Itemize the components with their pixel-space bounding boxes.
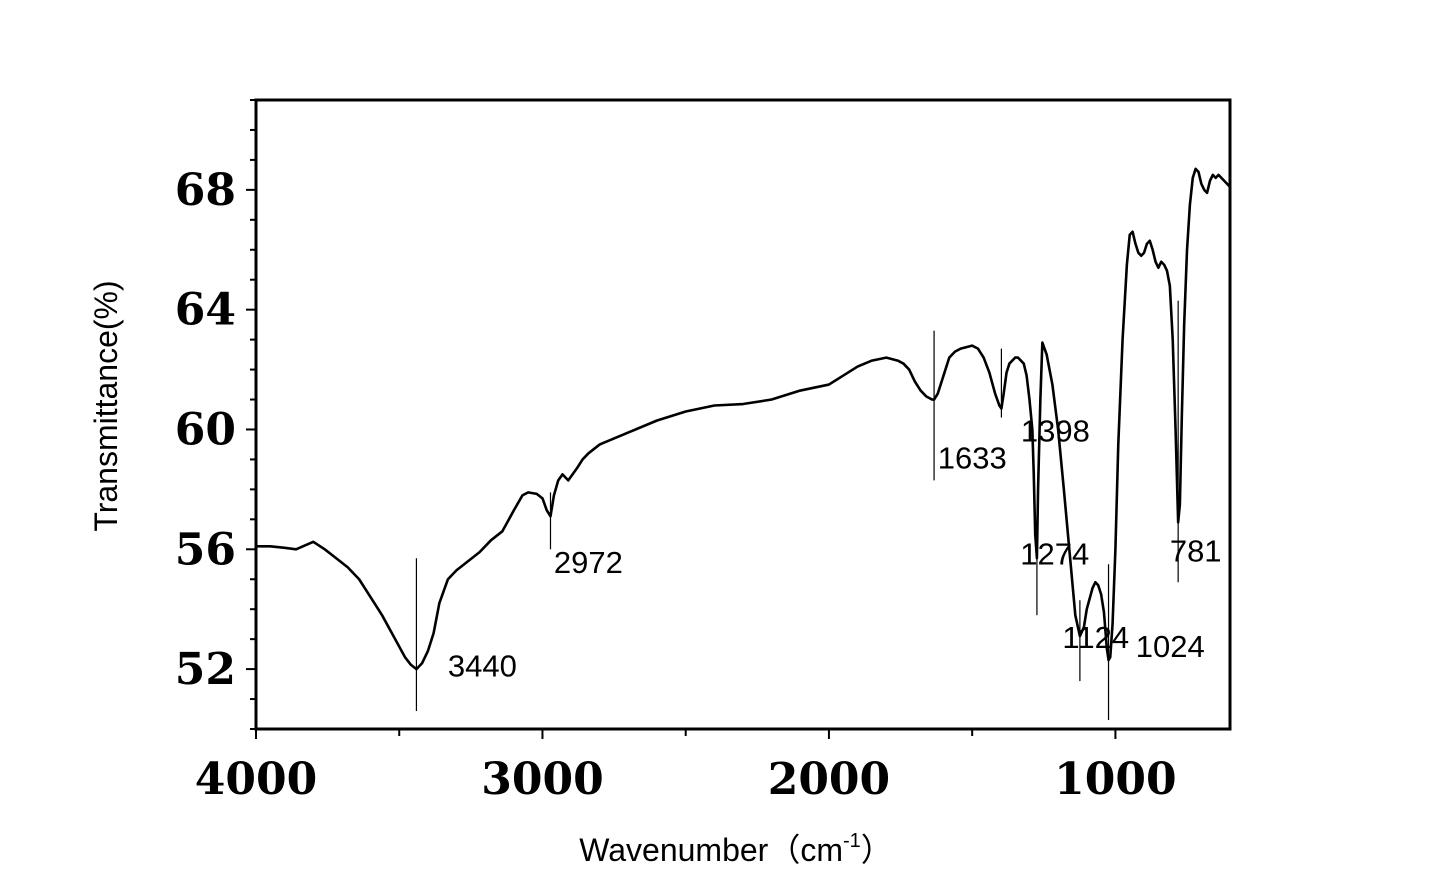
- x-tick-label: 1000: [1054, 754, 1176, 805]
- peak-label-1124: 1124: [1062, 620, 1129, 655]
- x-axis-title: Wavenumber（cm-1）: [579, 830, 893, 868]
- x-axis-title-superscript: -1: [843, 830, 861, 852]
- peak-label-3440: 3440: [448, 649, 517, 684]
- plot-frame: [254, 98, 1232, 731]
- y-tick-label: 64: [175, 285, 236, 336]
- y-tick-label: 68: [175, 165, 236, 216]
- peak-label-1398: 1398: [1021, 413, 1090, 448]
- plot-area: [254, 98, 1232, 731]
- x-tick-label: 4000: [195, 754, 317, 805]
- y-tick-label: 56: [175, 524, 236, 575]
- x-axis-title-close: ）: [861, 832, 893, 868]
- y-tick-label: 52: [175, 644, 236, 695]
- x-axis-title-main: Wavenumber（cm: [579, 832, 843, 868]
- peak-label-1274: 1274: [1020, 536, 1089, 571]
- x-axis: 4000 3000 2000 1000: [195, 729, 1177, 805]
- peak-label-2972: 2972: [554, 545, 623, 580]
- spectrum-line-0: [256, 167, 1231, 671]
- peak-label-1024: 1024: [1136, 629, 1205, 664]
- peak-annotations: 3440 2972 1633 1398 1274 1124 1024 781: [415, 300, 1222, 721]
- peak-label-781: 781: [1170, 533, 1222, 568]
- x-tick-label: 2000: [768, 754, 890, 805]
- y-axis-title: Transmittance(%): [88, 280, 124, 531]
- y-tick-label: 60: [175, 404, 236, 455]
- peak-label-1633: 1633: [938, 440, 1007, 475]
- x-tick-label: 3000: [481, 754, 603, 805]
- y-axis: 52 56 60 64 68: [175, 99, 256, 730]
